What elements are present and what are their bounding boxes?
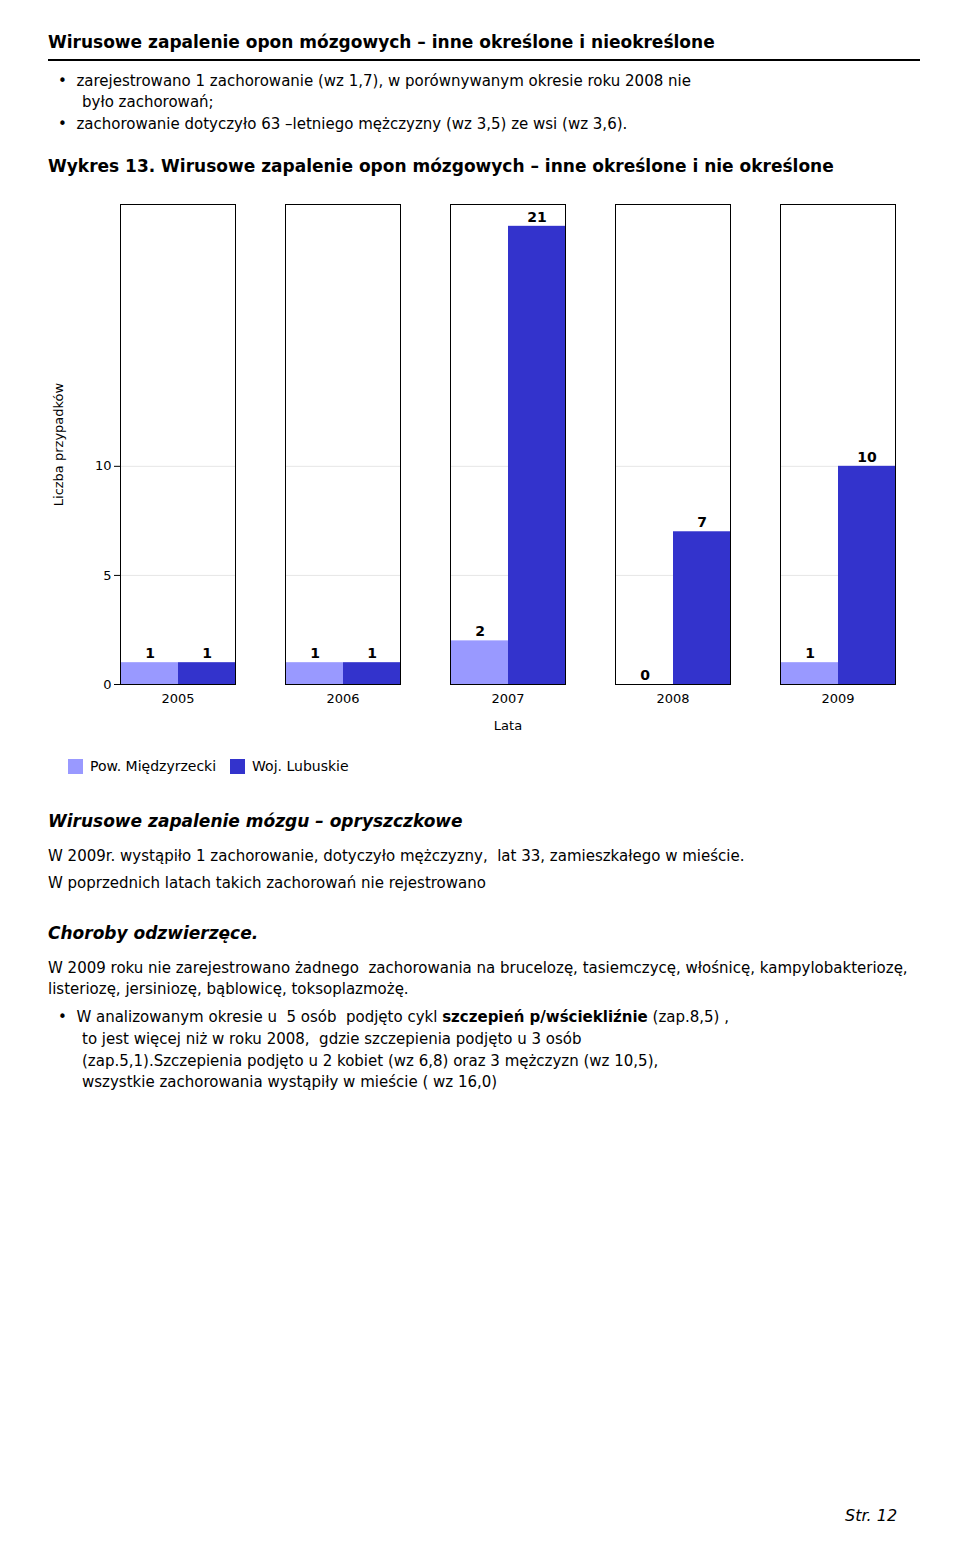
html-text:Wirusowe zapalenie opon mózgow: Wirusowe zapalenie opon mózgowych – inne… <box>48 32 715 52</box>
svg-text:1: 1 <box>310 645 320 661</box>
svg-text:7: 7 <box>697 514 707 530</box>
svg-text:1: 1 <box>367 645 377 661</box>
html-text:(zap.5,1).Szczepienia podjęto: (zap.5,1).Szczepienia podjęto u 2 kobiet… <box>82 1051 659 1070</box>
svg-text:1: 1 <box>145 645 155 661</box>
svg-text:21: 21 <box>527 209 546 225</box>
html-text:Wirusowe zapalenie mózgu – opr: Wirusowe zapalenie mózgu – opryszczkowe <box>48 810 463 831</box>
svg-text:Liczba przypadków: Liczba przypadków <box>51 382 66 506</box>
svg-text:2008: 2008 <box>656 691 689 706</box>
svg-text:Lata: Lata <box>494 717 522 732</box>
html-text:• zachorowanie dotyczyło 63 –l: • zachorowanie dotyczyło 63 –letniego mę… <box>58 115 628 134</box>
html-text:W poprzednich latach takich za: W poprzednich latach takich zachorowań n… <box>48 874 486 893</box>
html-text:wszystkie zachorowania wystąpi: wszystkie zachorowania wystąpiły w mieśc… <box>82 1073 498 1092</box>
svg-text:2007: 2007 <box>491 691 524 706</box>
svg-text:10: 10 <box>95 458 112 473</box>
html-text:to jest więcej niż w roku 2008: to jest więcej niż w roku 2008, gdzie sz… <box>82 1029 582 1048</box>
html-text:Wykres 13. Wirusowe zapalenie: Wykres 13. Wirusowe zapalenie opon mózgo… <box>48 155 834 176</box>
svg-text:1: 1 <box>202 645 212 661</box>
svg-text:2: 2 <box>475 623 485 639</box>
svg-text:0: 0 <box>103 677 111 692</box>
html-text:Pow. Międzyrzecki: Pow. Międzyrzecki <box>90 758 217 775</box>
html-text:• W analizowanym okresie u 5 o: • W analizowanym okresie u 5 osób podjęt… <box>58 1008 729 1027</box>
svg-text:2009: 2009 <box>821 691 854 706</box>
html-text:W 2009r. wystąpiło 1 zachorowa: W 2009r. wystąpiło 1 zachorowanie, dotyc… <box>48 846 745 865</box>
html-text:W 2009 roku nie zarejestrowano: W 2009 roku nie zarejestrowano żadnego z… <box>48 958 913 999</box>
html-text:Choroby odzwierzęce.: Choroby odzwierzęce. <box>48 923 259 943</box>
svg-text:2006: 2006 <box>326 691 359 706</box>
svg-text:5: 5 <box>103 567 111 582</box>
svg-text:0: 0 <box>640 667 650 683</box>
svg-text:2005: 2005 <box>161 691 194 706</box>
svg-text:1: 1 <box>805 645 815 661</box>
html-text:• zarejestrowano 1 zachorowani: • zarejestrowano 1 zachorowanie (wz 1,7)… <box>58 71 691 90</box>
svg-text:10: 10 <box>857 449 877 465</box>
html-text:było zachorowań;: było zachorowań; <box>82 93 214 112</box>
html-text:Woj. Lubuskie: Woj. Lubuskie <box>252 758 349 775</box>
html-text:Str. 12: Str. 12 <box>845 1506 898 1525</box>
